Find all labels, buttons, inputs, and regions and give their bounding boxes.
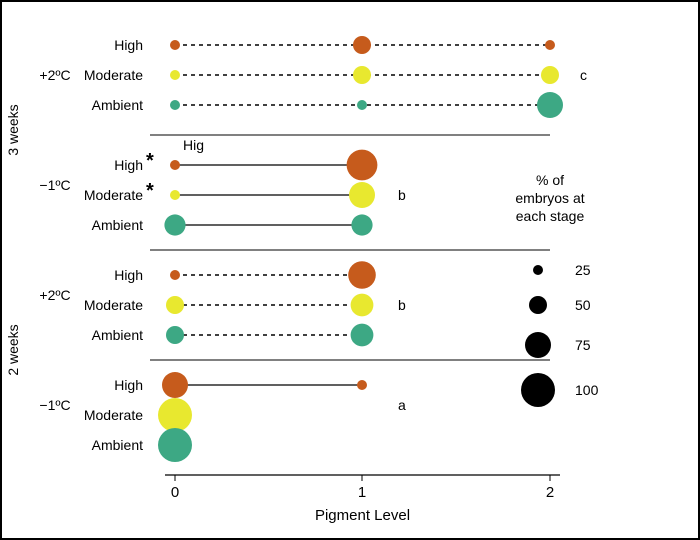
bubble: [170, 190, 180, 200]
bubble: [351, 324, 374, 347]
bubble: [162, 372, 188, 398]
legend-title-line: % of: [536, 172, 564, 188]
bubble: [351, 294, 374, 317]
temp-label: +2ºC: [39, 67, 70, 83]
treatment-label: Moderate: [84, 407, 143, 423]
legend-label: 50: [575, 297, 591, 313]
bubble: [347, 150, 378, 181]
bubble: [170, 160, 180, 170]
treatment-label: High: [114, 157, 143, 173]
legend-label: 75: [575, 337, 591, 353]
stray-label: Hig: [183, 137, 204, 153]
treatment-label: Ambient: [92, 217, 143, 233]
legend-title-line: each stage: [516, 208, 585, 224]
chart-svg: HighModerateAmbientHigh*Moderate*Ambient…: [0, 0, 700, 540]
bubble: [166, 326, 184, 344]
bubble: [357, 100, 367, 110]
bubble: [351, 214, 372, 235]
group-letter: a: [398, 397, 406, 413]
legend-label: 100: [575, 382, 599, 398]
bubble: [545, 40, 555, 50]
legend-bubble: [529, 296, 547, 314]
treatment-label: Moderate: [84, 67, 143, 83]
legend-bubble: [521, 373, 555, 407]
treatment-label: Moderate: [84, 297, 143, 313]
bubble: [170, 270, 180, 280]
bubble: [353, 66, 371, 84]
temp-label: −1ºC: [39, 177, 70, 193]
group-letter: b: [398, 187, 406, 203]
asterisk: *: [146, 150, 154, 172]
legend-title-line: embryos at: [515, 190, 584, 206]
bubble: [170, 40, 180, 50]
bubble: [349, 182, 375, 208]
treatment-label: High: [114, 267, 143, 283]
bubble: [158, 428, 192, 462]
legend-bubble: [525, 332, 551, 358]
x-tick-label: 2: [546, 484, 554, 501]
group-letter: c: [580, 67, 587, 83]
x-tick-label: 1: [358, 484, 366, 501]
temp-label: −1ºC: [39, 397, 70, 413]
group-letter: b: [398, 297, 406, 313]
x-tick-label: 0: [171, 484, 179, 501]
temp-label: +2ºC: [39, 287, 70, 303]
chart-container: HighModerateAmbientHigh*Moderate*Ambient…: [0, 0, 700, 540]
asterisk: *: [146, 180, 154, 202]
treatment-label: High: [114, 377, 143, 393]
treatment-label: Ambient: [92, 437, 143, 453]
time-group-label: 3 weeks: [5, 104, 21, 155]
time-group-label: 2 weeks: [5, 324, 21, 375]
treatment-label: Ambient: [92, 327, 143, 343]
bubble: [357, 380, 367, 390]
legend-bubble: [533, 265, 543, 275]
x-axis-title: Pigment Level: [315, 507, 410, 524]
bubble: [541, 66, 559, 84]
bubble: [166, 296, 184, 314]
treatment-label: High: [114, 37, 143, 53]
bubble: [348, 261, 376, 289]
treatment-label: Ambient: [92, 97, 143, 113]
bubble: [170, 70, 180, 80]
bubble: [170, 100, 180, 110]
treatment-label: Moderate: [84, 187, 143, 203]
legend-label: 25: [575, 262, 591, 278]
bubble: [158, 398, 192, 432]
bubble: [164, 214, 185, 235]
bubble: [537, 92, 563, 118]
bubble: [353, 36, 371, 54]
